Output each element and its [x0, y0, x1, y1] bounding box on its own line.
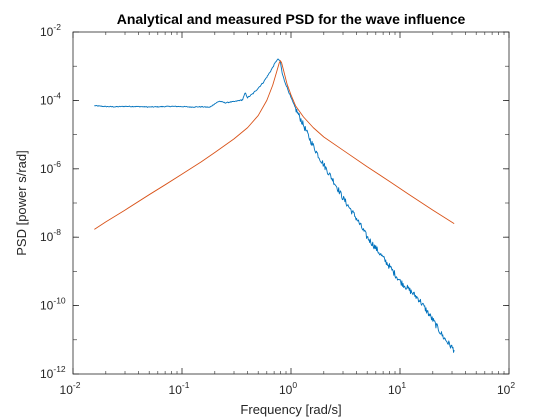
x-tick-label: 102: [497, 380, 515, 397]
series-layer: [94, 58, 455, 353]
y-tick-label: 10-12: [40, 364, 66, 381]
x-tick-label: 101: [388, 380, 406, 397]
y-tick-label: 10-10: [40, 296, 66, 313]
y-tick-label: 10-2: [40, 22, 61, 39]
axes-box: [72, 31, 510, 375]
y-tick-label: 10-8: [40, 227, 61, 244]
y-tick-label: 10-6: [40, 159, 61, 176]
y-axis-label: PSD [power s/rad]: [14, 150, 29, 256]
x-tick-label: 10-2: [60, 380, 81, 397]
y-tick-label: 10-4: [40, 90, 61, 107]
series-analytical-psd: [94, 60, 455, 230]
plot-area: [73, 32, 509, 374]
chart-title: Analytical and measured PSD for the wave…: [117, 11, 466, 27]
x-axis-label: Frequency [rad/s]: [240, 402, 341, 417]
x-tick-label: 10-1: [169, 380, 190, 397]
series-measured-psd: [94, 58, 455, 353]
x-tick-label: 100: [279, 380, 297, 397]
